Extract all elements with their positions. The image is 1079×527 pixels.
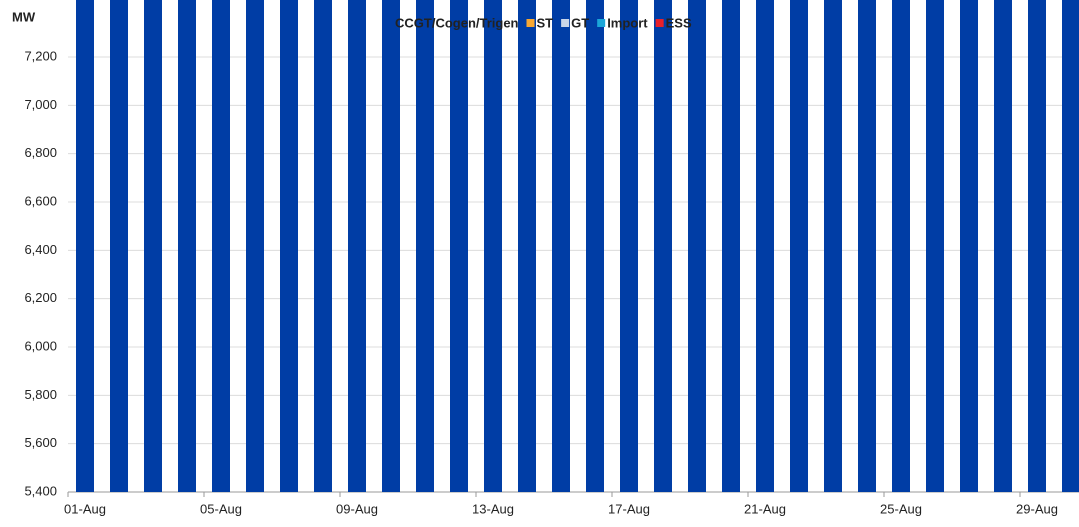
legend-swatch	[561, 19, 570, 27]
y-axis-title: MW	[12, 9, 36, 24]
y-tick-label: 5,800	[24, 387, 57, 402]
y-tick-label: 7,000	[24, 97, 57, 112]
bar-segment	[688, 0, 706, 492]
bar-segment	[892, 0, 910, 492]
bar-segment	[314, 0, 332, 492]
bar-segment	[858, 0, 876, 492]
bar-segment	[450, 0, 468, 492]
y-tick-label: 5,400	[24, 483, 57, 498]
x-tick-label: 09-Aug	[336, 501, 378, 516]
legend-swatch	[526, 19, 535, 27]
legend-swatch	[655, 19, 664, 27]
bar-segment	[994, 0, 1012, 492]
legend-label: GT	[571, 15, 589, 30]
y-tick-label: 7,200	[24, 48, 57, 63]
bar-segment	[824, 0, 842, 492]
bar-segment	[756, 0, 774, 492]
x-tick-label: 13-Aug	[472, 501, 514, 516]
bar-segment	[484, 0, 502, 492]
bar-segment	[586, 0, 604, 492]
bar-segment	[790, 0, 808, 492]
bar-segment	[178, 0, 196, 492]
bar-segment	[416, 0, 434, 492]
x-tick-label: 29-Aug	[1016, 501, 1058, 516]
legend-label: ESS	[666, 15, 692, 30]
legend-swatch	[597, 19, 606, 27]
x-tick-label: 21-Aug	[744, 501, 786, 516]
x-tick-label: 17-Aug	[608, 501, 650, 516]
bar-segment	[620, 0, 638, 492]
y-tick-label: 6,200	[24, 290, 57, 305]
x-tick-label: 01-Aug	[64, 501, 106, 516]
bar-segment	[280, 0, 298, 492]
bar-segment	[552, 0, 570, 492]
bar-segment	[654, 0, 672, 492]
y-tick-label: 6,400	[24, 242, 57, 257]
bar-segment	[960, 0, 978, 492]
bar-segment	[382, 0, 400, 493]
bar-segment	[212, 0, 230, 492]
bar-segment	[76, 0, 94, 492]
bar-segment	[246, 0, 264, 492]
y-tick-label: 6,600	[24, 193, 57, 208]
x-tick-label: 05-Aug	[200, 501, 242, 516]
legend-swatch	[385, 19, 393, 27]
bar-segment	[1028, 0, 1046, 492]
y-tick-label: 5,600	[24, 435, 57, 450]
bar-segment	[926, 0, 944, 492]
y-tick-label: 6,800	[24, 145, 57, 160]
bar-segment	[518, 0, 536, 492]
legend-label: CCGT/Cogen/Trigen	[395, 15, 519, 30]
x-tick-label: 25-Aug	[880, 501, 922, 516]
bar-segment	[1062, 0, 1079, 493]
bar-segment	[144, 0, 162, 492]
bar-segment	[110, 0, 128, 492]
bar-segment	[722, 0, 740, 492]
y-tick-label: 6,000	[24, 338, 57, 353]
legend-label: Import	[607, 15, 648, 30]
bar-segment	[348, 0, 366, 492]
legend-label: ST	[537, 15, 554, 30]
